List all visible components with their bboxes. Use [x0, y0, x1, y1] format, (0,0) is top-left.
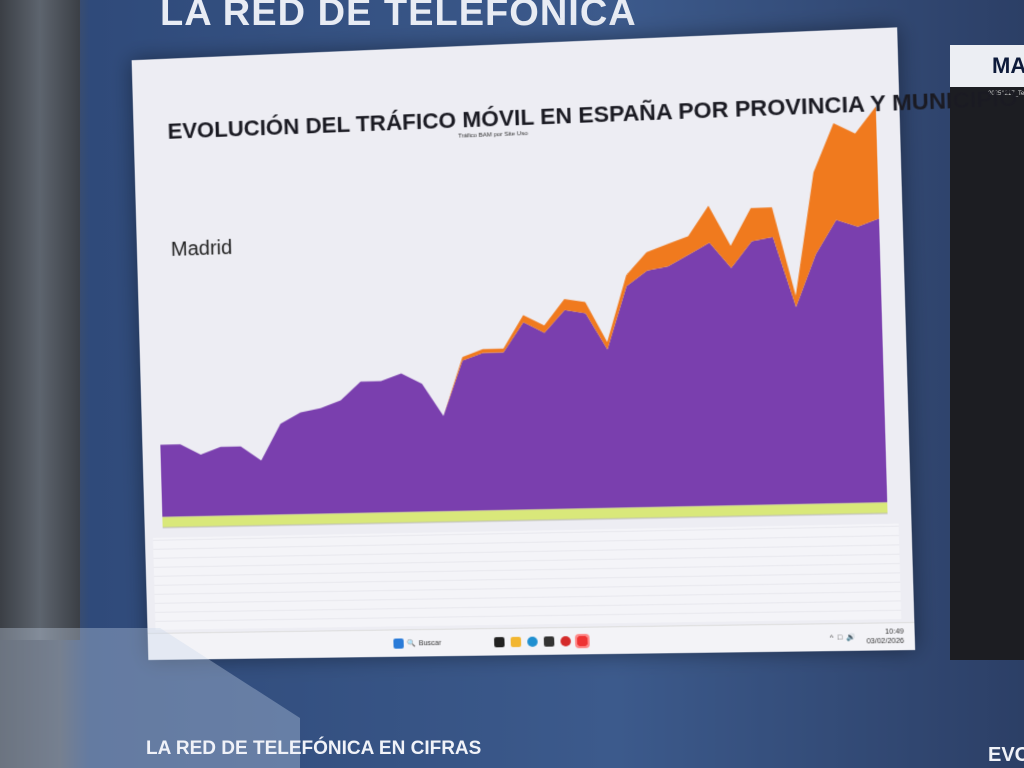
windows-start-icon[interactable]: [393, 638, 404, 649]
network-icon[interactable]: □: [837, 633, 843, 642]
file-explorer-icon[interactable]: [510, 636, 521, 648]
area-chart: [151, 106, 899, 540]
task-view-icon[interactable]: [493, 637, 505, 648]
stage-bottom-right-text: EVO: [988, 744, 1024, 766]
stage-top-title: LA RED DE TELEFÓNICA: [160, 0, 637, 34]
projected-slide: EVOLUCIÓN DEL TRÁFICO MÓVIL EN ESPAÑA PO…: [131, 27, 1018, 661]
pillar: [0, 0, 80, 640]
app-active-icon[interactable]: [574, 633, 590, 649]
search-icon[interactable]: 🔍: [406, 640, 416, 648]
chevron-up-icon[interactable]: ^: [829, 634, 834, 642]
volume-icon[interactable]: 🔊: [846, 634, 856, 642]
stage-bottom-title: LA RED DE TELEFÓNICA EN CIFRAS: [146, 738, 482, 759]
area-series-purple: [154, 218, 888, 517]
right-screen: MA 20251217_Tel: [950, 45, 1024, 660]
clock[interactable]: 10:49 03/02/2026: [866, 627, 904, 646]
right-screen-file: 20251217_Tel: [988, 91, 1024, 97]
edge-browser-icon[interactable]: [526, 636, 538, 647]
chart-annotation: Madrid: [170, 236, 233, 261]
clock-time: 10:49: [884, 628, 904, 636]
data-table-area: [152, 523, 902, 630]
clock-date: 03/02/2026: [866, 637, 905, 646]
right-screen-heading: MA: [950, 45, 1024, 87]
taskbar-search[interactable]: Buscar: [418, 639, 442, 647]
app-icon[interactable]: [543, 636, 555, 647]
app-red-icon[interactable]: [560, 636, 571, 647]
